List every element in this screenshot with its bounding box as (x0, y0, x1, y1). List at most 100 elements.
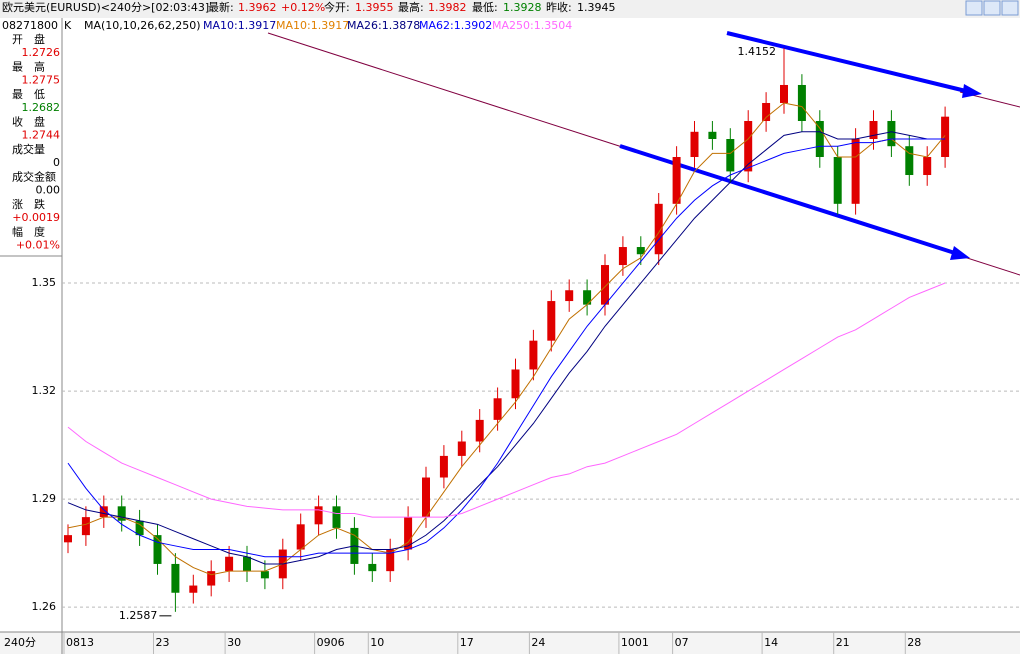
x-tick-label: 1001 (621, 636, 649, 649)
candle-body (905, 146, 914, 176)
y-tick-label: 1.35 (32, 276, 57, 289)
field-label: 收 盘 (12, 115, 45, 129)
value: +0.12% (281, 1, 325, 14)
candle-body (475, 419, 484, 442)
candle-body (368, 563, 377, 572)
header-bar (0, 0, 1020, 18)
x-tick-label: 30 (227, 636, 241, 649)
candle-body (135, 520, 144, 536)
candle-body (690, 131, 699, 158)
x-tick-label: 14 (764, 636, 778, 649)
candle-body (833, 157, 842, 204)
candle-body (923, 157, 932, 176)
ma-line (67, 282, 946, 518)
candle-body (780, 84, 788, 103)
label: 最新: (208, 0, 234, 14)
label: 最高: (398, 0, 424, 14)
candle-body (171, 563, 180, 593)
ma-title: MA(10,10,26,62,250) (84, 19, 201, 32)
candle-body (672, 157, 681, 204)
field-label: 幅 度 (12, 225, 45, 239)
candle-body (601, 265, 609, 305)
x-tick-label: 10 (370, 636, 384, 649)
y-tick-label: 1.32 (32, 384, 57, 397)
candle-body (493, 398, 502, 420)
field-value: 1.2744 (22, 129, 61, 142)
y-tick-label: 1.29 (32, 492, 57, 505)
candle-body (117, 506, 126, 521)
x-tick-label: 17 (460, 636, 474, 649)
candle-body (636, 247, 645, 255)
candle-body (708, 131, 717, 139)
label: 昨收: (546, 0, 572, 14)
y-tick-label: 1.26 (32, 600, 57, 613)
candle-body (189, 585, 198, 593)
ma-line (67, 131, 946, 565)
field-value: 1.2726 (22, 46, 61, 59)
candle-body (851, 138, 860, 204)
x-tick-label: 24 (531, 636, 545, 649)
legend-entry: MA10:1.3917 (276, 19, 349, 32)
arrow-head (962, 84, 982, 98)
window-buttons[interactable] (965, 0, 1019, 16)
candle-body (887, 120, 896, 147)
candle-body (332, 506, 341, 528)
candle-body (529, 340, 538, 370)
candle-body (565, 290, 574, 302)
bar-type: K (64, 19, 72, 32)
candle-body (386, 549, 395, 572)
x-tick-label: 28 (907, 636, 921, 649)
candle-body (726, 138, 735, 172)
value: 1.3928 (503, 1, 542, 14)
legend-entry: MA10:1.3917 (203, 19, 276, 32)
candle-body (243, 556, 251, 572)
value: 1.3982 (428, 1, 467, 14)
value: 1.3945 (577, 1, 616, 14)
field-label: 涨 跌 (12, 197, 45, 211)
value: 1.3962 (238, 1, 277, 14)
bar-id: 08271800 (2, 19, 58, 32)
candle-body (225, 556, 234, 572)
candle-body (457, 441, 466, 456)
field-value: 0.00 (36, 184, 61, 197)
ma-line (67, 138, 946, 558)
field-value: +0.0019 (12, 211, 60, 224)
candle-body (654, 203, 663, 255)
candle-body (797, 84, 806, 121)
x-tick-label: 23 (156, 636, 170, 649)
candle-body (762, 102, 771, 121)
x-tick-label: 0906 (317, 636, 345, 649)
candle-body (314, 506, 323, 525)
legend-entry: MA250:1.3504 (492, 19, 572, 32)
candle-body (404, 517, 413, 550)
field-label: 最 低 (12, 88, 45, 101)
button[interactable] (965, 0, 983, 16)
field-label: 最 高 (12, 60, 45, 74)
candle-body (511, 369, 520, 399)
label: 最低: (472, 1, 498, 14)
legend-entry: MA62:1.3902 (419, 19, 492, 32)
button[interactable] (1001, 0, 1019, 16)
period: 240分 (4, 636, 36, 649)
button[interactable] (983, 0, 1001, 16)
channel-line (726, 31, 971, 94)
candle-body (296, 524, 305, 550)
field-value: 0 (53, 156, 60, 169)
candle-body (869, 120, 878, 139)
field-label: 成交量 (12, 142, 45, 156)
ma-line (67, 102, 946, 576)
candle-body (64, 535, 72, 543)
candle-body (207, 571, 216, 586)
label: 今开: (324, 0, 350, 14)
candle-body (941, 116, 950, 158)
field-value: +0.01% (16, 239, 60, 252)
candle-body (153, 535, 162, 564)
candle-body (422, 477, 430, 518)
candle-body (618, 247, 627, 266)
candle-body (815, 120, 824, 158)
candle-body (260, 571, 269, 579)
x-tick-label: 07 (675, 636, 689, 649)
field-value: 1.2775 (22, 74, 61, 87)
